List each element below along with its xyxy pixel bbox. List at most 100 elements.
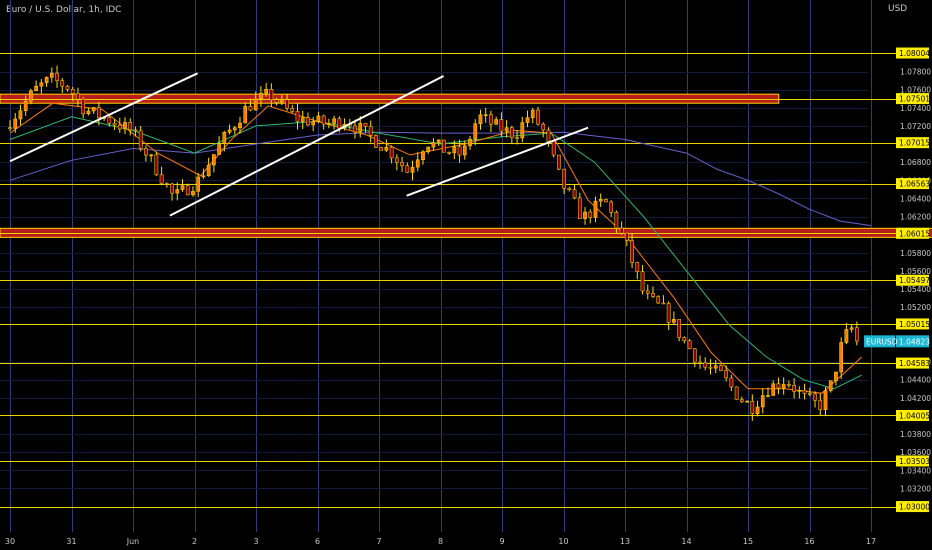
price-level-label: 1.03000 <box>899 503 930 512</box>
candle-body <box>844 329 849 343</box>
candle-body <box>60 80 65 87</box>
candle-body <box>379 147 384 151</box>
candle-body <box>489 114 493 125</box>
candle-body <box>855 327 859 342</box>
time-tick-label: 13 <box>620 537 630 546</box>
price-level-badge <box>896 357 929 369</box>
candle-body <box>672 319 676 323</box>
candle-body <box>232 127 237 131</box>
candle-body <box>269 89 274 100</box>
candle-body <box>630 240 634 263</box>
price-tick-label: 1.05200 <box>900 303 931 312</box>
candle-body <box>55 72 59 81</box>
price-tick-label: 1.04400 <box>900 376 931 385</box>
candle-body <box>849 327 854 330</box>
candle-body <box>624 232 629 241</box>
time-tick-label: 9 <box>499 537 504 546</box>
candle-body <box>394 157 399 163</box>
candle-body <box>640 271 645 292</box>
candle-body <box>567 187 572 191</box>
candle-body <box>766 395 770 397</box>
moving-average-mid <box>9 116 863 390</box>
trendlines <box>9 72 589 217</box>
candle-body <box>436 139 441 143</box>
candle-body <box>175 189 180 194</box>
current-price-badge <box>896 335 929 348</box>
candle-body <box>149 154 153 157</box>
candle-body <box>719 365 723 371</box>
candle-body <box>311 121 316 126</box>
candle-body <box>18 110 23 120</box>
price-levels <box>0 53 896 508</box>
candle-body <box>248 105 253 111</box>
candle-body <box>666 303 671 323</box>
candle-body <box>750 400 755 414</box>
candle-body <box>771 383 776 396</box>
price-level-badge <box>896 409 929 421</box>
candle-body <box>473 123 478 140</box>
candle-body <box>823 390 828 410</box>
candle-body <box>180 185 185 190</box>
price-tick-label: 1.06200 <box>900 213 931 222</box>
candle-body <box>713 365 718 369</box>
currency-label: USD <box>888 4 908 14</box>
price-tick-label: 1.05600 <box>900 267 931 276</box>
candle-body <box>781 384 786 389</box>
candle-body <box>619 227 624 234</box>
time-tick-label: 14 <box>681 537 691 546</box>
candle-body <box>34 85 38 91</box>
chart-title: Euro / U.S. Dollar, 1h, IDC <box>6 5 122 15</box>
candle-body <box>159 174 164 184</box>
price-level-badge <box>896 455 929 467</box>
candles <box>8 65 859 421</box>
candle-body <box>91 107 96 112</box>
candle-body <box>525 117 530 123</box>
time-tick-label: 31 <box>66 537 76 546</box>
candle-body <box>776 383 781 389</box>
candle-body <box>415 159 420 168</box>
time-tick-label: 10 <box>558 537 568 546</box>
price-level-label: 1.07501 <box>899 95 930 104</box>
candle-body <box>306 117 310 126</box>
price-level-label: 1.07015 <box>899 139 930 148</box>
candle-body <box>421 151 425 161</box>
candle-body <box>645 290 650 294</box>
candle-body <box>97 107 101 119</box>
price-tick-label: 1.03800 <box>900 430 931 439</box>
candle-body <box>677 319 681 338</box>
trendline <box>169 75 445 217</box>
price-axis: 1.078001.076001.074001.072001.068001.066… <box>864 47 931 513</box>
candle-body <box>39 82 44 87</box>
candle-body <box>797 390 802 392</box>
candle-body <box>295 111 300 122</box>
candle-body <box>358 123 363 133</box>
candle-body <box>133 129 138 132</box>
candle-body <box>557 154 561 170</box>
time-tick-label: Jun <box>126 537 140 546</box>
candle-body <box>44 77 49 84</box>
candle-body <box>227 129 232 133</box>
candle-body <box>520 122 525 139</box>
candle-body <box>374 135 378 148</box>
price-tick-label: 1.05800 <box>900 249 931 258</box>
candle-body <box>196 176 201 192</box>
candle-body <box>405 165 410 173</box>
price-tick-label: 1.06400 <box>900 194 931 203</box>
candle-body <box>724 370 729 379</box>
time-tick-label: 15 <box>743 537 753 546</box>
candle-body <box>316 115 321 122</box>
candle-body <box>253 98 258 111</box>
candle-body <box>384 146 389 151</box>
candle-body <box>170 183 174 194</box>
price-level-badge <box>896 274 929 286</box>
candle-body <box>290 107 295 112</box>
candle-body <box>609 201 614 213</box>
candle-body <box>583 211 587 219</box>
candle-body <box>509 127 514 138</box>
candle-body <box>541 123 546 131</box>
price-level-badge <box>896 178 929 190</box>
candle-body <box>327 123 331 125</box>
candle-body <box>8 127 12 129</box>
candle-body <box>494 119 499 125</box>
